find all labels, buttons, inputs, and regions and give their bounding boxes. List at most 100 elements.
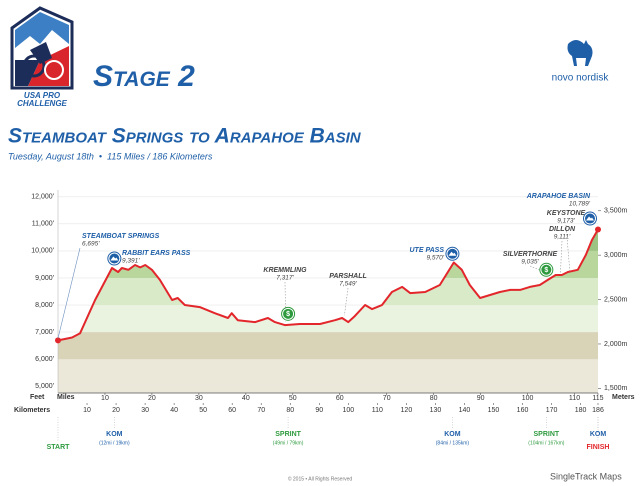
place-elevation: 7,317' [276, 275, 294, 282]
logo-text: CHALLENGE [17, 99, 67, 108]
place-elevation: 9,570' [426, 255, 444, 262]
sponsor-logo: novo nordisk [552, 40, 610, 84]
place-elevation: 7,549' [339, 281, 357, 288]
y-tick-label: 6,000' [35, 356, 54, 363]
marker-label: FINISH [587, 444, 610, 451]
marker-badge [583, 211, 597, 226]
logo-text: USA PRO [24, 91, 61, 100]
x2-tick-label: 160 [517, 407, 529, 414]
place-leader [57, 247, 81, 339]
elevation-band [58, 359, 598, 387]
x2-tick-label: 40 [170, 407, 178, 414]
start-dot [55, 337, 61, 344]
x-axis-label: Miles [57, 394, 75, 401]
x2-tick-label: 110 [372, 407, 383, 414]
elevation-band [58, 332, 598, 360]
place-name: Dillon [549, 226, 576, 233]
x-tick-label: 50 [289, 395, 297, 402]
place-elevation: 9,111' [554, 234, 571, 241]
y-tick-label: 12,000' [31, 194, 54, 201]
x2-tick-label: 80 [286, 407, 294, 414]
place-name: Parshall [329, 273, 367, 280]
y2-tick-label: 1,500m [604, 385, 628, 392]
badge-mountain [448, 251, 457, 256]
place-elevation: 6,695' [82, 241, 100, 248]
marker-detail: (12mi / 19km) [99, 440, 130, 446]
place-name: Kremmling [263, 267, 307, 274]
place-elevation: 9,173' [557, 218, 575, 225]
y2-axis-label: Meters [612, 394, 635, 401]
place-name: Ute Pass [410, 247, 445, 254]
y-tick-label: 7,000' [35, 329, 54, 336]
x-tick-label: 80 [430, 395, 438, 402]
x2-tick-label: 140 [459, 407, 471, 414]
place-leader [284, 281, 287, 322]
marker-label: KOM [106, 431, 123, 438]
elevation-band [58, 277, 598, 306]
y2-tick-label: 3,500m [604, 208, 628, 215]
elevation-bands [58, 190, 598, 393]
badge-icon: $ [286, 311, 290, 318]
marker-badge: $ [281, 306, 296, 321]
y-axis-label: Feet [30, 394, 45, 401]
x-tick-label: 30 [195, 395, 203, 402]
x-tick-label: 110 [569, 395, 580, 402]
copyright: © 2015 • All Rights Reserved [288, 475, 353, 482]
marker-badge: $ [539, 262, 554, 277]
x2-tick-label: 180 [575, 407, 587, 414]
sponsor-name: novo nordisk [552, 73, 610, 84]
marker-detail: (49mi / 79km) [273, 440, 304, 446]
elevation-line [57, 229, 599, 342]
y-tick-label: 11,000' [32, 221, 54, 228]
badge-mountain [586, 216, 594, 221]
place-elevation: 9,391' [122, 258, 140, 265]
marker-detail: (84mi / 135km) [436, 440, 470, 446]
x-tick-label: 60 [336, 395, 344, 402]
x-tick-label: 90 [477, 395, 485, 402]
badge-icon: $ [544, 267, 548, 274]
y-tick-label: 10,000' [31, 248, 54, 255]
marker-label: SPRINT [275, 431, 301, 438]
place-name: Silverthorne [503, 251, 558, 258]
marker-detail: (104mi / 167km) [528, 440, 564, 446]
x2-tick-label: 100 [342, 407, 354, 414]
x2-tick-label: 50 [199, 407, 207, 414]
x2-tick-label: 170 [546, 407, 558, 414]
stage-title: Stage 2 [93, 60, 195, 93]
y2-tick-label: 2,000m [604, 341, 628, 348]
y2-tick-label: 3,000m [604, 252, 628, 259]
x-tick-label: 10 [101, 395, 109, 402]
x2-tick-label: 10 [83, 407, 91, 414]
y-tick-label: 9,000' [35, 275, 54, 282]
marker-label: KOM [590, 431, 607, 438]
place-elevation: 10,789' [569, 201, 591, 208]
y-tick-label: 5,000' [35, 383, 54, 390]
marker-label: KOM [444, 431, 461, 438]
event-logo: USA PRO CHALLENGE [10, 6, 74, 108]
x2-tick-label: 70 [257, 407, 265, 414]
place-name: Steamboat Springs [82, 233, 160, 240]
marker-badge [445, 246, 460, 261]
x2-tick-label: 60 [228, 407, 236, 414]
x-tick-label: 40 [242, 395, 250, 402]
place-name: Arapahoe Basin [526, 193, 591, 200]
x2-tick-label: 30 [141, 407, 149, 414]
x2-tick-label: 130 [430, 407, 442, 414]
place-leader [560, 240, 563, 273]
badge-mountain [110, 256, 119, 261]
marker-label: START [47, 444, 71, 451]
elevation-band [58, 197, 598, 224]
elevation-band [58, 190, 598, 197]
y-tick-label: 8,000' [35, 302, 54, 309]
credit: SingleTrack Maps [550, 471, 622, 481]
chart-title: Steamboat Springs to Arapahoe Basin [8, 125, 362, 148]
badge-core [283, 308, 294, 319]
x-tick-label: 70 [383, 395, 391, 402]
place-elevation: 9,035' [521, 259, 539, 266]
x-tick-label: 115 [592, 395, 603, 402]
place-name: Keystone [547, 210, 586, 217]
elevation-band [58, 305, 598, 333]
